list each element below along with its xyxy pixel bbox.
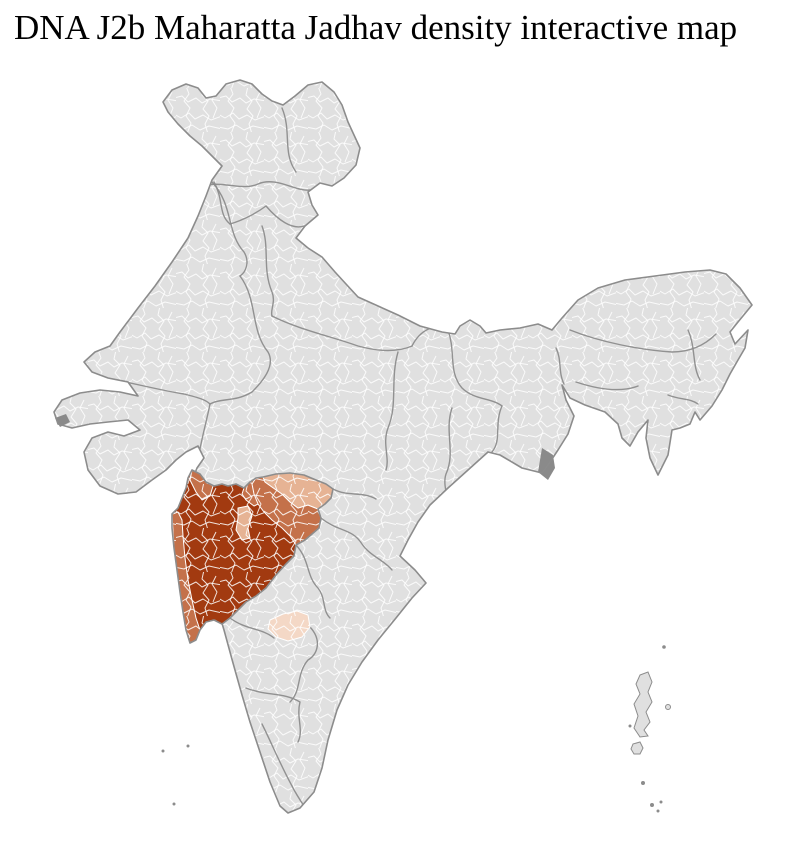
andaman-nicobar-islands[interactable] (628, 645, 671, 813)
little-andaman-island (630, 741, 644, 755)
island-dot (628, 724, 632, 728)
andaman-main-island (633, 671, 653, 738)
island-dot (641, 781, 645, 785)
island-dot (662, 645, 666, 649)
small-island (665, 704, 671, 710)
lakshadweep-islands[interactable] (161, 744, 190, 806)
island-dot (656, 809, 660, 813)
island-dot (659, 800, 663, 804)
page-title: DNA J2b Maharatta Jadhav density interac… (14, 8, 738, 47)
india-landmass[interactable] (53, 79, 753, 814)
density-region-maharashtra[interactable] (171, 469, 334, 644)
island-dot (172, 802, 176, 806)
island-dot (186, 744, 190, 748)
island-dot (161, 749, 165, 753)
island-dot (650, 803, 654, 807)
